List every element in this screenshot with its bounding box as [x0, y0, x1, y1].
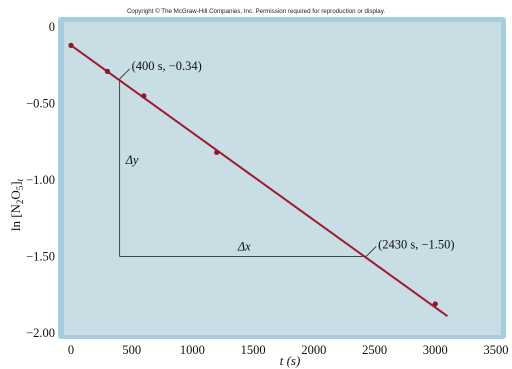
point2-leader	[365, 246, 377, 257]
plot-background	[64, 22, 501, 335]
x-tick-label: 1500	[241, 343, 266, 357]
annotations: (400 s, −0.34) (2430 s, −1.50) Δy Δx	[119, 59, 455, 257]
data-point	[214, 149, 220, 156]
data-point	[432, 301, 438, 307]
y-tick-label: −1.50	[26, 250, 55, 264]
y-axis: 0 −0.50 −1.00 −1.50 −2.00	[26, 20, 55, 340]
y-tick-label: 0	[49, 20, 55, 34]
y-axis-title: ln [N2O5]t	[8, 178, 25, 231]
x-tick-label: 1000	[180, 343, 205, 357]
point1-leader	[119, 68, 130, 80]
x-tick-label: 2500	[362, 343, 387, 357]
y-tick-label: −2.00	[26, 326, 55, 340]
fit-line	[70, 44, 449, 317]
data-point	[68, 42, 74, 48]
x-tick-label: 3000	[423, 343, 448, 357]
slope-guides	[119, 79, 367, 257]
x-tick-label: 3500	[484, 343, 509, 357]
x-tick-label: 0	[68, 343, 74, 357]
y-tick-label: −1.00	[26, 173, 55, 187]
x-axis: 0 500 1000 1500 2000 2500 3000 3500	[68, 343, 509, 357]
copyright-notice: Copyright © The McGraw-Hill Companies, I…	[126, 8, 386, 15]
delta-y-label: Δy	[125, 153, 139, 167]
point2-label: (2430 s, −1.50)	[378, 238, 455, 252]
data-points	[68, 42, 438, 307]
fit-line-group	[70, 44, 449, 317]
x-tick-label: 2000	[301, 343, 326, 357]
x-tick-label: 500	[122, 343, 141, 357]
data-point	[104, 68, 111, 74]
x-axis-title: t (s)	[280, 353, 301, 368]
delta-x-label: Δx	[237, 240, 251, 254]
point1-label: (400 s, −0.34)	[132, 59, 202, 73]
y-tick-label: −0.50	[26, 97, 55, 111]
data-point	[141, 93, 147, 99]
